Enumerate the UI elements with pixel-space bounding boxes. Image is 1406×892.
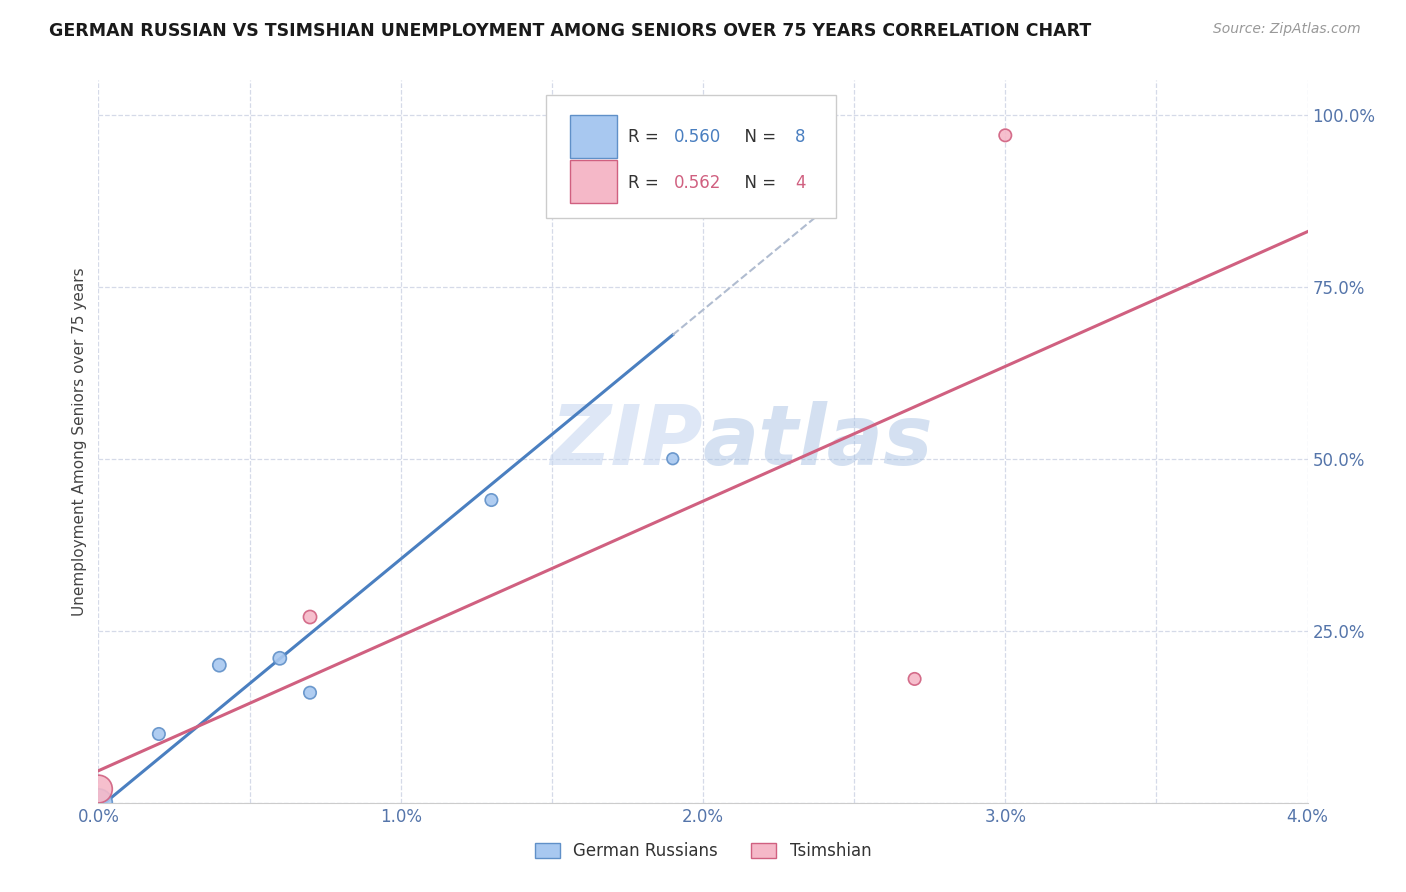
Y-axis label: Unemployment Among Seniors over 75 years: Unemployment Among Seniors over 75 years [72,268,87,615]
Point [904,672,927,686]
FancyBboxPatch shape [569,115,617,158]
Point [994,128,1017,143]
Text: ZIP: ZIP [550,401,703,482]
Text: R =: R = [628,128,664,145]
Text: atlas: atlas [703,401,934,482]
Point [661,451,683,466]
Point [752,128,775,143]
Text: Source: ZipAtlas.com: Source: ZipAtlas.com [1213,22,1361,37]
Point [148,727,170,741]
FancyBboxPatch shape [569,161,617,203]
Point [87,796,110,810]
Point [87,782,110,797]
Point [299,610,322,624]
Text: GERMAN RUSSIAN VS TSIMSHIAN UNEMPLOYMENT AMONG SENIORS OVER 75 YEARS CORRELATION: GERMAN RUSSIAN VS TSIMSHIAN UNEMPLOYMENT… [49,22,1091,40]
Text: 8: 8 [794,128,806,145]
FancyBboxPatch shape [546,95,837,218]
Text: R =: R = [628,174,664,192]
Point [208,658,231,673]
Text: 0.560: 0.560 [673,128,721,145]
Point [269,651,291,665]
Text: 0.562: 0.562 [673,174,721,192]
Point [481,493,503,508]
Point [299,686,322,700]
Text: 4: 4 [794,174,806,192]
Text: N =: N = [734,128,782,145]
Text: N =: N = [734,174,782,192]
Legend: German Russians, Tsimshian: German Russians, Tsimshian [529,836,877,867]
